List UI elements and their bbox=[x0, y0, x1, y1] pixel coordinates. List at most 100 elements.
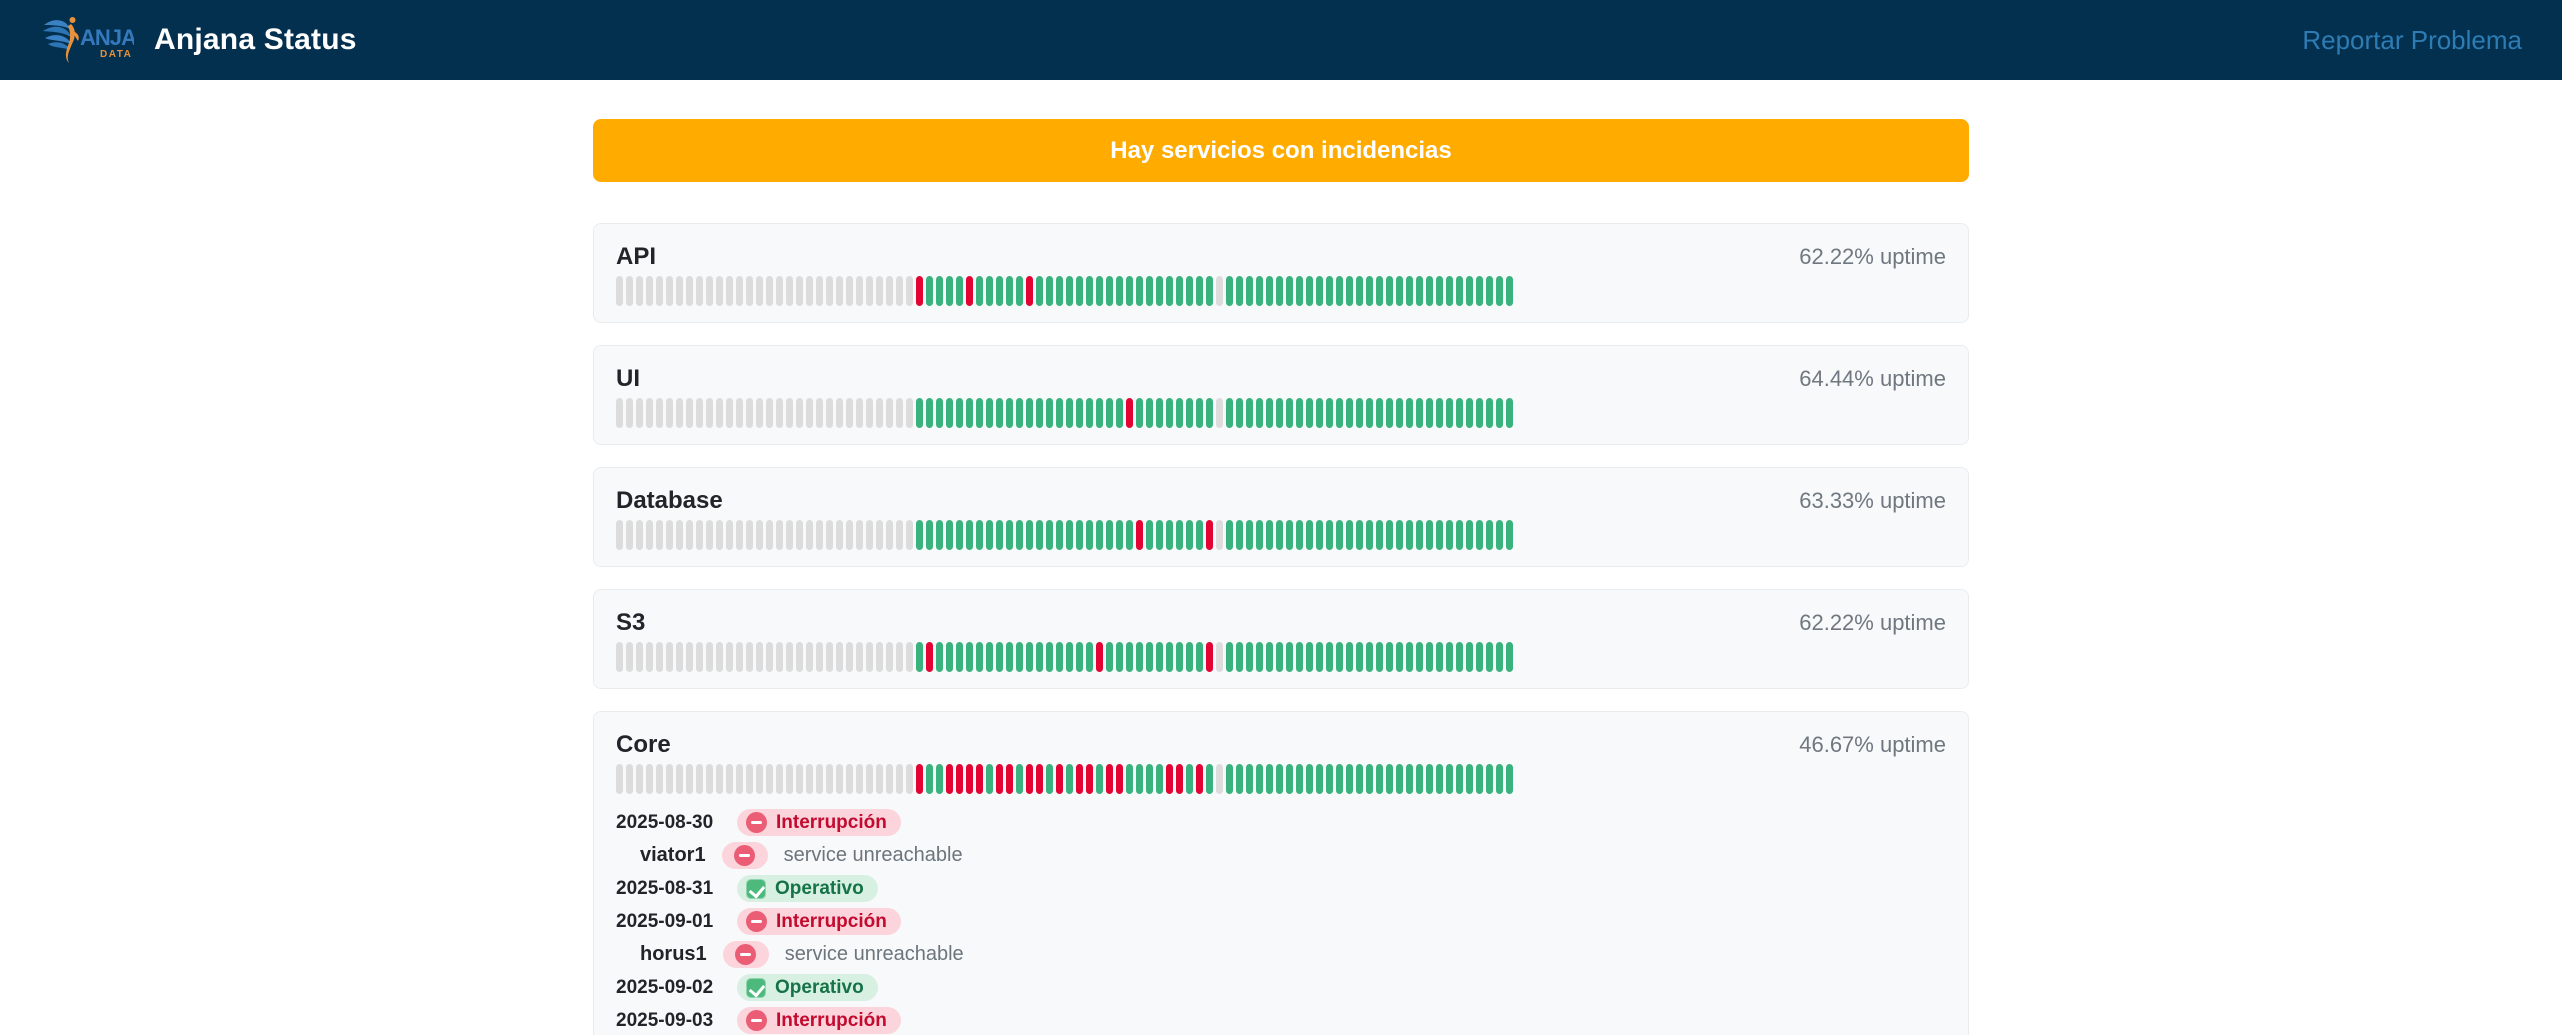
uptime-bar-segment[interactable] bbox=[1506, 276, 1513, 306]
uptime-bar-segment[interactable] bbox=[816, 520, 823, 550]
uptime-bar-segment[interactable] bbox=[1126, 276, 1133, 306]
uptime-bar-segment[interactable] bbox=[1156, 276, 1163, 306]
uptime-bar-segment[interactable] bbox=[1096, 642, 1103, 672]
uptime-bar-segment[interactable] bbox=[1226, 764, 1233, 794]
uptime-bar-segment[interactable] bbox=[1436, 520, 1443, 550]
uptime-bar-segment[interactable] bbox=[1106, 276, 1113, 306]
uptime-bar-segment[interactable] bbox=[1046, 764, 1053, 794]
uptime-bar-segment[interactable] bbox=[1266, 276, 1273, 306]
uptime-bar-segment[interactable] bbox=[946, 764, 953, 794]
uptime-bar-segment[interactable] bbox=[916, 764, 923, 794]
uptime-bar-segment[interactable] bbox=[1336, 520, 1343, 550]
uptime-bar-segment[interactable] bbox=[926, 764, 933, 794]
uptime-bar-segment[interactable] bbox=[956, 520, 963, 550]
uptime-bar-segment[interactable] bbox=[1076, 764, 1083, 794]
uptime-bar-segment[interactable] bbox=[666, 520, 673, 550]
uptime-bar-segment[interactable] bbox=[976, 642, 983, 672]
uptime-bar-segment[interactable] bbox=[1226, 398, 1233, 428]
uptime-bar-segment[interactable] bbox=[786, 764, 793, 794]
uptime-bar-segment[interactable] bbox=[1166, 642, 1173, 672]
uptime-bar-segment[interactable] bbox=[646, 276, 653, 306]
uptime-bar-segment[interactable] bbox=[1156, 642, 1163, 672]
uptime-bar-segment[interactable] bbox=[966, 642, 973, 672]
uptime-bar-segment[interactable] bbox=[1186, 520, 1193, 550]
uptime-bar-segment[interactable] bbox=[766, 764, 773, 794]
uptime-bar-segment[interactable] bbox=[676, 764, 683, 794]
uptime-bar-segment[interactable] bbox=[1326, 764, 1333, 794]
uptime-bar-segment[interactable] bbox=[736, 520, 743, 550]
uptime-bar-segment[interactable] bbox=[1096, 398, 1103, 428]
uptime-bar-segment[interactable] bbox=[1146, 398, 1153, 428]
uptime-bar-segment[interactable] bbox=[1126, 764, 1133, 794]
uptime-bar-segment[interactable] bbox=[1256, 398, 1263, 428]
uptime-bar-segment[interactable] bbox=[1496, 520, 1503, 550]
uptime-bar-segment[interactable] bbox=[1146, 764, 1153, 794]
uptime-bar-segment[interactable] bbox=[906, 520, 913, 550]
uptime-bar-segment[interactable] bbox=[1486, 764, 1493, 794]
uptime-bar-segment[interactable] bbox=[1076, 642, 1083, 672]
uptime-bar-segment[interactable] bbox=[1246, 642, 1253, 672]
uptime-bar-segment[interactable] bbox=[1046, 642, 1053, 672]
uptime-bar-segment[interactable] bbox=[1276, 398, 1283, 428]
uptime-bar-segment[interactable] bbox=[1026, 764, 1033, 794]
uptime-bar-segment[interactable] bbox=[1286, 642, 1293, 672]
uptime-bar-segment[interactable] bbox=[836, 398, 843, 428]
uptime-bar-segment[interactable] bbox=[1486, 642, 1493, 672]
uptime-bar-segment[interactable] bbox=[1236, 276, 1243, 306]
uptime-bar-segment[interactable] bbox=[1436, 764, 1443, 794]
uptime-bar-segment[interactable] bbox=[1476, 520, 1483, 550]
uptime-bar-segment[interactable] bbox=[1356, 764, 1363, 794]
uptime-bar-segment[interactable] bbox=[1096, 764, 1103, 794]
uptime-bar-segment[interactable] bbox=[1136, 276, 1143, 306]
uptime-bar-segment[interactable] bbox=[1486, 398, 1493, 428]
uptime-bar-segment[interactable] bbox=[726, 520, 733, 550]
uptime-bar-segment[interactable] bbox=[806, 398, 813, 428]
uptime-bar-segment[interactable] bbox=[1406, 642, 1413, 672]
uptime-bar-segment[interactable] bbox=[1336, 276, 1343, 306]
uptime-bar-segment[interactable] bbox=[756, 642, 763, 672]
uptime-bar-segment[interactable] bbox=[1446, 642, 1453, 672]
uptime-bar-segment[interactable] bbox=[1406, 520, 1413, 550]
uptime-bar-segment[interactable] bbox=[886, 764, 893, 794]
uptime-bar-segment[interactable] bbox=[1236, 642, 1243, 672]
uptime-bar-segment[interactable] bbox=[936, 764, 943, 794]
uptime-bar-segment[interactable] bbox=[776, 398, 783, 428]
uptime-bar-segment[interactable] bbox=[1126, 642, 1133, 672]
uptime-bar-segment[interactable] bbox=[1136, 642, 1143, 672]
uptime-bar-segment[interactable] bbox=[816, 764, 823, 794]
uptime-bar-segment[interactable] bbox=[986, 764, 993, 794]
uptime-bar-segment[interactable] bbox=[946, 276, 953, 306]
uptime-bar-segment[interactable] bbox=[1296, 642, 1303, 672]
uptime-bar-segment[interactable] bbox=[1186, 642, 1193, 672]
uptime-bar-segment[interactable] bbox=[1106, 398, 1113, 428]
uptime-bar-segment[interactable] bbox=[1156, 520, 1163, 550]
uptime-bar-segment[interactable] bbox=[1376, 276, 1383, 306]
uptime-bar-segment[interactable] bbox=[836, 642, 843, 672]
uptime-bar-segment[interactable] bbox=[1446, 520, 1453, 550]
uptime-bar-segment[interactable] bbox=[646, 764, 653, 794]
uptime-bar-segment[interactable] bbox=[776, 276, 783, 306]
uptime-bar-segment[interactable] bbox=[1226, 520, 1233, 550]
uptime-bar-segment[interactable] bbox=[986, 520, 993, 550]
uptime-bar-segment[interactable] bbox=[646, 520, 653, 550]
uptime-bar-segment[interactable] bbox=[1196, 276, 1203, 306]
uptime-bar-segment[interactable] bbox=[736, 276, 743, 306]
uptime-bar-segment[interactable] bbox=[826, 398, 833, 428]
uptime-bar-segment[interactable] bbox=[896, 764, 903, 794]
uptime-bar-segment[interactable] bbox=[856, 764, 863, 794]
uptime-bar-segment[interactable] bbox=[1116, 276, 1123, 306]
uptime-bar-segment[interactable] bbox=[1456, 276, 1463, 306]
uptime-bar-segment[interactable] bbox=[1396, 276, 1403, 306]
uptime-bar-segment[interactable] bbox=[1366, 764, 1373, 794]
uptime-bar-segment[interactable] bbox=[1226, 642, 1233, 672]
uptime-bar-segment[interactable] bbox=[1106, 520, 1113, 550]
uptime-bar-segment[interactable] bbox=[676, 276, 683, 306]
uptime-bar-segment[interactable] bbox=[1236, 398, 1243, 428]
uptime-bar-segment[interactable] bbox=[996, 276, 1003, 306]
uptime-bar-segment[interactable] bbox=[1106, 642, 1113, 672]
uptime-bar-segment[interactable] bbox=[756, 764, 763, 794]
uptime-bar-segment[interactable] bbox=[656, 764, 663, 794]
uptime-bar-segment[interactable] bbox=[1016, 276, 1023, 306]
uptime-bar-segment[interactable] bbox=[1346, 764, 1353, 794]
uptime-bar-segment[interactable] bbox=[1066, 276, 1073, 306]
